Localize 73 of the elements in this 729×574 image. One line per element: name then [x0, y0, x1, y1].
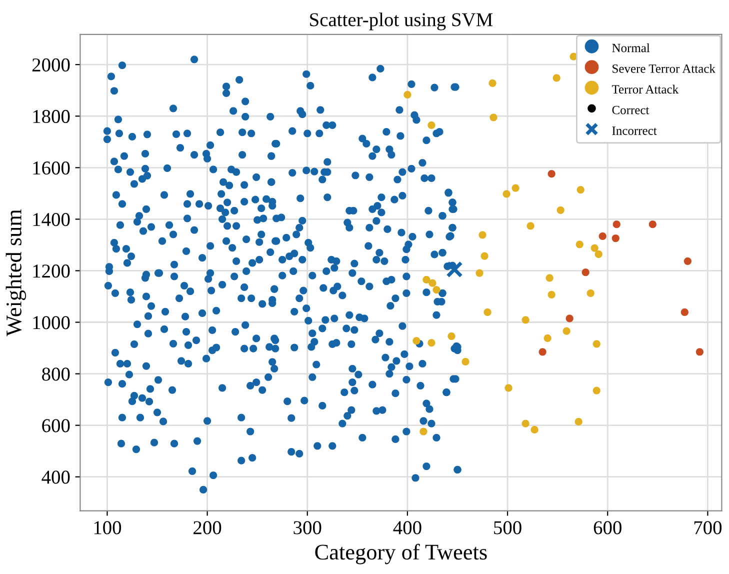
point [586, 289, 594, 297]
point [484, 308, 492, 316]
point [478, 231, 486, 239]
point [592, 386, 600, 394]
point [530, 426, 538, 434]
point [462, 358, 470, 366]
point [680, 308, 688, 316]
point [448, 332, 456, 340]
point [488, 79, 496, 87]
point [684, 257, 692, 265]
annotation: Correct [612, 106, 650, 114]
point [546, 274, 554, 282]
point [556, 206, 564, 214]
point [574, 418, 582, 426]
x-tick-label: 700 [694, 521, 722, 534]
y-tick-label: 1800 [33, 110, 70, 124]
point [404, 90, 412, 99]
point [432, 286, 440, 294]
chart-title: Scatter-plot using SVM [310, 12, 493, 30]
point [696, 348, 704, 356]
point [512, 184, 520, 192]
point [590, 244, 598, 252]
point [420, 428, 428, 436]
legend-label: Terror Attack [612, 84, 679, 94]
legend-label: Incorrect [612, 126, 657, 135]
point [576, 186, 584, 194]
point [548, 290, 556, 298]
y-tick-label: 600 [42, 419, 70, 432]
x-tick-label: 600 [594, 521, 622, 534]
point [552, 74, 560, 82]
x-tick-label: 300 [294, 521, 322, 534]
point [504, 384, 512, 392]
point [446, 261, 463, 278]
y-tick-label: 1400 [33, 213, 70, 226]
point [522, 420, 530, 428]
y-tick-label: 1200 [33, 264, 70, 278]
y-tick-label: 400 [42, 470, 70, 484]
point [480, 252, 488, 260]
point [592, 340, 600, 348]
y-tick-label: 800 [42, 368, 70, 381]
x-tick-label: 500 [494, 521, 522, 534]
point [544, 334, 552, 342]
point [548, 170, 556, 178]
y-axis-title: Weighted sum [6, 209, 26, 336]
point [476, 269, 484, 277]
point [612, 220, 620, 228]
x-tick-label: 200 [194, 521, 222, 534]
point [412, 337, 420, 345]
point [522, 316, 530, 324]
point [428, 121, 436, 129]
y-tick-label: 1600 [33, 161, 70, 175]
point [566, 314, 574, 322]
point [582, 268, 590, 276]
point [562, 327, 570, 335]
point [422, 276, 430, 284]
x-axis-title: Category of Tweets [315, 544, 487, 564]
point [576, 240, 584, 248]
legend-label: Severe Terror Attack [612, 64, 716, 73]
y-tick-label: 1000 [33, 316, 70, 330]
point [526, 222, 534, 230]
point [428, 279, 436, 287]
legend-label: Normal [612, 43, 650, 52]
point [538, 348, 546, 356]
point [428, 339, 436, 347]
x-tick-label: 400 [393, 521, 422, 534]
point [502, 190, 510, 198]
point [612, 234, 620, 242]
point [648, 220, 656, 228]
x-tick-label: 100 [94, 521, 122, 534]
point [490, 114, 498, 122]
point [598, 232, 606, 240]
y-tick-label: 2000 [32, 58, 70, 72]
point [594, 250, 602, 258]
